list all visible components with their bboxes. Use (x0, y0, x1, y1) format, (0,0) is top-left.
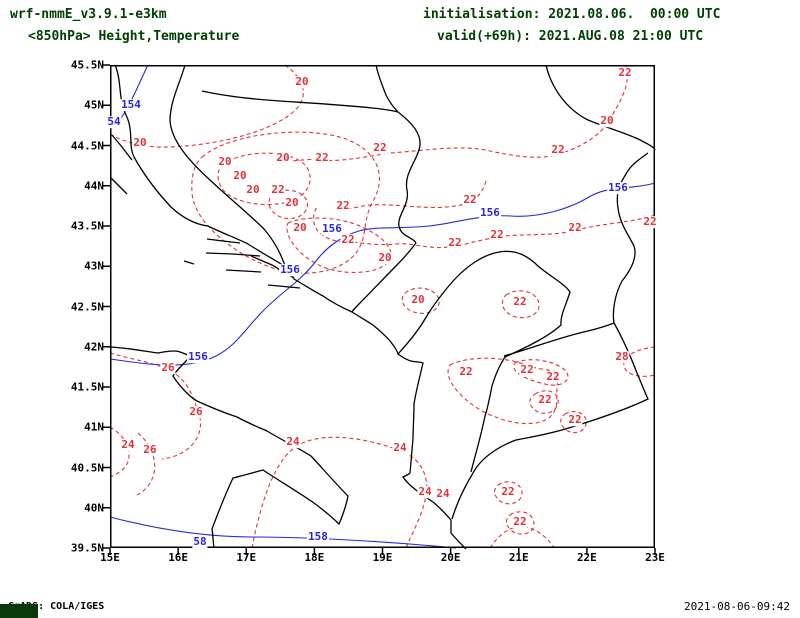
y-axis-tick-label: 45N (84, 98, 104, 112)
y-axis-tick-label: 40.5N (70, 461, 104, 474)
coastline-adriatic-east (114, 64, 467, 550)
country-border (201, 90, 399, 113)
country-border (503, 322, 615, 357)
generation-timestamp: 2021-08-06-09:42 (684, 600, 790, 613)
height-contour (109, 516, 457, 549)
temperature-contour (268, 189, 308, 220)
island (267, 284, 301, 289)
coastline-italy (109, 346, 349, 549)
temperature-contour (623, 346, 656, 377)
temperature-contour (501, 290, 540, 319)
temperature-contour (560, 411, 587, 433)
y-axis-tick-label: 42.5N (70, 300, 104, 313)
map-frame (110, 65, 655, 548)
y-axis-tick-label: 44.5N (70, 139, 104, 152)
temperature-contour (401, 287, 440, 314)
y-axis-tick-label: 43.5N (70, 219, 104, 233)
temperature-contour (109, 352, 202, 460)
y-axis-tick-label: 45.5N (70, 58, 104, 72)
grads-stamp: GrADS: COLA/IGES (8, 601, 105, 612)
country-border (397, 250, 571, 473)
temperature-contour (489, 526, 556, 549)
y-axis-tick-label: 42N (84, 340, 104, 354)
temperature-contour (286, 217, 392, 273)
map-plot (103, 64, 656, 555)
y-axis-tick-label: 43N (84, 259, 104, 273)
valid-time-label: valid(+69h): 2021.AUG.08 21:00 UTC (437, 29, 704, 44)
coastlines-and-borders (109, 64, 656, 550)
field-title: <850hPa> Height,Temperature (28, 29, 240, 44)
y-axis-tick-label: 40N (84, 501, 104, 515)
temperature-contours (109, 64, 656, 549)
country-border (351, 242, 417, 313)
island (111, 134, 133, 161)
island (109, 176, 128, 195)
country-border (169, 64, 288, 273)
country-border (451, 152, 649, 520)
island (225, 269, 262, 273)
y-axis-tick-label: 44N (84, 179, 104, 193)
country-border (545, 64, 656, 151)
model-title: wrf-nmmE_v3.9.1-e3km (10, 7, 167, 22)
height-contour (109, 64, 149, 128)
island (206, 238, 241, 244)
temperature-contour (447, 357, 560, 425)
axis-tick-marks (103, 64, 656, 555)
temperature-contour (505, 511, 535, 535)
temperature-contour (109, 64, 304, 148)
init-time-label: initialisation: 2021.08.06. 00:00 UTC (423, 7, 721, 22)
island (183, 260, 195, 265)
temperature-contour (136, 432, 156, 496)
temperature-contour (109, 426, 130, 478)
island (205, 252, 261, 257)
corner-mark (0, 604, 38, 618)
height-contour (109, 182, 656, 366)
height-contours (109, 64, 656, 549)
y-axis-tick-label: 41N (84, 420, 104, 434)
country-border (375, 64, 399, 113)
temperature-contour (529, 390, 559, 414)
country-border (397, 111, 421, 244)
y-axis-tick-label: 41.5N (70, 380, 104, 394)
temperature-contour (251, 436, 428, 549)
temperature-contour (493, 481, 523, 505)
temperature-contour (338, 180, 487, 213)
temperature-contour (191, 131, 381, 274)
y-axis-tick-label: 39.5N (70, 541, 104, 555)
